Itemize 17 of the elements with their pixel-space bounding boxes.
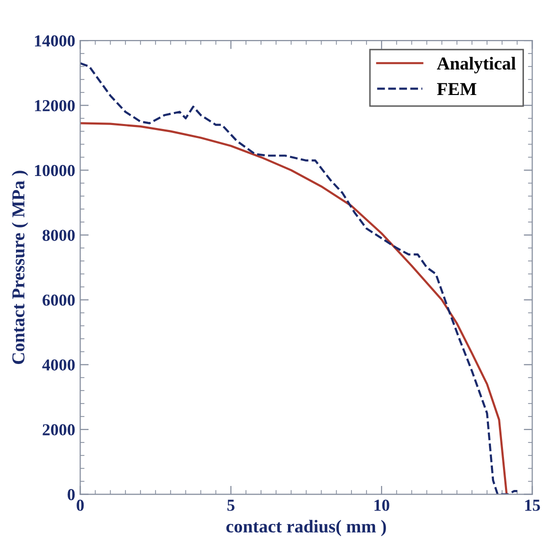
x-tick-label: 0 xyxy=(76,500,84,511)
x-tick-label: 5 xyxy=(227,500,234,511)
x-tick-label: 10 xyxy=(374,500,390,511)
y-tick-label: 6000 xyxy=(42,294,75,306)
y-tick-label: 4000 xyxy=(42,359,75,371)
x-tick-label: 15 xyxy=(525,500,540,511)
y-tick-label: 14000 xyxy=(35,35,75,46)
legend-label: FEM xyxy=(437,83,476,96)
y-tick-label: 8000 xyxy=(42,230,75,241)
y-axis-title: Contact Pressure ( MPa ) xyxy=(12,170,28,364)
y-tick-label: 0 xyxy=(68,488,75,500)
y-tick-label: 2000 xyxy=(42,424,75,436)
line-series xyxy=(80,122,508,494)
x-axis-title: contact radius( mm ) xyxy=(226,520,386,536)
y-tick-label: 12000 xyxy=(35,100,75,112)
y-tick-label: 10000 xyxy=(35,164,75,176)
legend-label: Analytical xyxy=(436,56,516,74)
